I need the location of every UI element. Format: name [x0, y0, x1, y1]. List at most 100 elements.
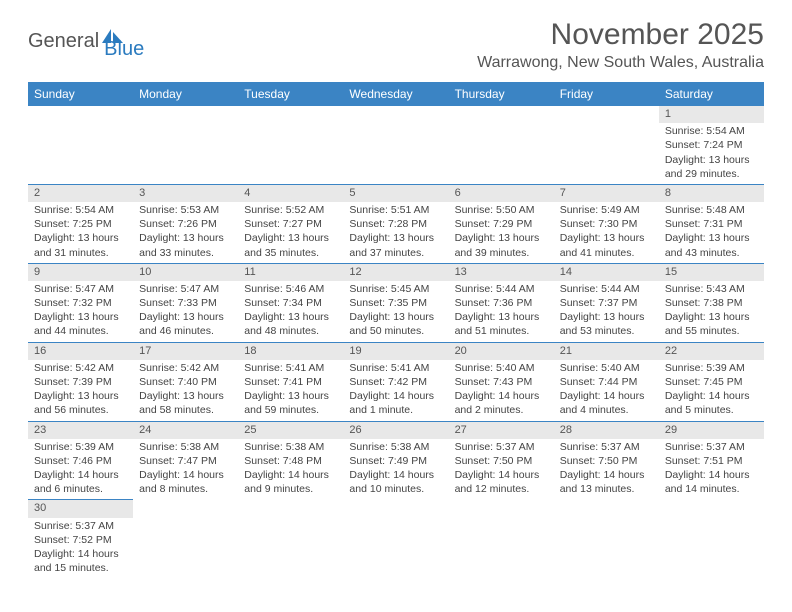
day-details: Sunrise: 5:49 AMSunset: 7:30 PMDaylight:… [554, 202, 659, 263]
sunset-line: Sunset: 7:32 PM [34, 296, 127, 310]
day-details: Sunrise: 5:51 AMSunset: 7:28 PMDaylight:… [343, 202, 448, 263]
sunrise-line: Sunrise: 5:53 AM [139, 203, 232, 217]
day-details: Sunrise: 5:54 AMSunset: 7:24 PMDaylight:… [659, 123, 764, 184]
day-cell: 17Sunrise: 5:42 AMSunset: 7:40 PMDayligh… [133, 342, 238, 421]
day-number: 9 [28, 264, 133, 281]
col-wednesday: Wednesday [343, 82, 448, 106]
day-number: 17 [133, 343, 238, 360]
logo-text-2: Blue [104, 38, 144, 61]
day-cell: 26Sunrise: 5:38 AMSunset: 7:49 PMDayligh… [343, 421, 448, 500]
sunset-line: Sunset: 7:25 PM [34, 217, 127, 231]
sunrise-line: Sunrise: 5:44 AM [560, 282, 653, 296]
day-number: 14 [554, 264, 659, 281]
day-cell: 9Sunrise: 5:47 AMSunset: 7:32 PMDaylight… [28, 263, 133, 342]
day-cell [554, 106, 659, 184]
day-number: 20 [449, 343, 554, 360]
week-row: 23Sunrise: 5:39 AMSunset: 7:46 PMDayligh… [28, 421, 764, 500]
sunrise-line: Sunrise: 5:47 AM [34, 282, 127, 296]
day-details: Sunrise: 5:48 AMSunset: 7:31 PMDaylight:… [659, 202, 764, 263]
daylight-line: Daylight: 13 hours and 59 minutes. [244, 389, 337, 417]
sunrise-line: Sunrise: 5:54 AM [665, 124, 758, 138]
sunset-line: Sunset: 7:36 PM [455, 296, 548, 310]
day-cell: 16Sunrise: 5:42 AMSunset: 7:39 PMDayligh… [28, 342, 133, 421]
day-details: Sunrise: 5:38 AMSunset: 7:47 PMDaylight:… [133, 439, 238, 500]
day-cell [238, 106, 343, 184]
day-cell [343, 500, 448, 578]
day-details: Sunrise: 5:37 AMSunset: 7:52 PMDaylight:… [28, 518, 133, 579]
day-number: 16 [28, 343, 133, 360]
week-row: 16Sunrise: 5:42 AMSunset: 7:39 PMDayligh… [28, 342, 764, 421]
day-details: Sunrise: 5:52 AMSunset: 7:27 PMDaylight:… [238, 202, 343, 263]
sunset-line: Sunset: 7:26 PM [139, 217, 232, 231]
sunset-line: Sunset: 7:34 PM [244, 296, 337, 310]
sunrise-line: Sunrise: 5:37 AM [455, 440, 548, 454]
daylight-line: Daylight: 14 hours and 9 minutes. [244, 468, 337, 496]
day-cell [133, 106, 238, 184]
sunset-line: Sunset: 7:50 PM [455, 454, 548, 468]
day-number: 3 [133, 185, 238, 202]
day-cell: 3Sunrise: 5:53 AMSunset: 7:26 PMDaylight… [133, 184, 238, 263]
logo: General Blue [28, 22, 144, 61]
sunset-line: Sunset: 7:33 PM [139, 296, 232, 310]
day-cell: 7Sunrise: 5:49 AMSunset: 7:30 PMDaylight… [554, 184, 659, 263]
sunrise-line: Sunrise: 5:46 AM [244, 282, 337, 296]
daylight-line: Daylight: 13 hours and 53 minutes. [560, 310, 653, 338]
day-details: Sunrise: 5:37 AMSunset: 7:51 PMDaylight:… [659, 439, 764, 500]
day-number: 25 [238, 422, 343, 439]
sunrise-line: Sunrise: 5:43 AM [665, 282, 758, 296]
header: General Blue November 2025 Warrawong, Ne… [28, 18, 764, 72]
day-number: 30 [28, 500, 133, 517]
day-details: Sunrise: 5:54 AMSunset: 7:25 PMDaylight:… [28, 202, 133, 263]
day-cell: 13Sunrise: 5:44 AMSunset: 7:36 PMDayligh… [449, 263, 554, 342]
day-cell [28, 106, 133, 184]
day-cell: 19Sunrise: 5:41 AMSunset: 7:42 PMDayligh… [343, 342, 448, 421]
location: Warrawong, New South Wales, Australia [477, 54, 764, 72]
day-cell: 12Sunrise: 5:45 AMSunset: 7:35 PMDayligh… [343, 263, 448, 342]
day-number: 19 [343, 343, 448, 360]
calendar-table: Sunday Monday Tuesday Wednesday Thursday… [28, 82, 764, 578]
day-details: Sunrise: 5:46 AMSunset: 7:34 PMDaylight:… [238, 281, 343, 342]
sunrise-line: Sunrise: 5:38 AM [244, 440, 337, 454]
day-cell: 15Sunrise: 5:43 AMSunset: 7:38 PMDayligh… [659, 263, 764, 342]
day-number: 28 [554, 422, 659, 439]
day-cell: 8Sunrise: 5:48 AMSunset: 7:31 PMDaylight… [659, 184, 764, 263]
daylight-line: Daylight: 13 hours and 31 minutes. [34, 231, 127, 259]
daylight-line: Daylight: 13 hours and 56 minutes. [34, 389, 127, 417]
sunset-line: Sunset: 7:45 PM [665, 375, 758, 389]
col-tuesday: Tuesday [238, 82, 343, 106]
daylight-line: Daylight: 14 hours and 1 minute. [349, 389, 442, 417]
daylight-line: Daylight: 14 hours and 6 minutes. [34, 468, 127, 496]
daylight-line: Daylight: 14 hours and 15 minutes. [34, 547, 127, 575]
sunset-line: Sunset: 7:43 PM [455, 375, 548, 389]
day-number: 23 [28, 422, 133, 439]
col-friday: Friday [554, 82, 659, 106]
col-thursday: Thursday [449, 82, 554, 106]
day-details: Sunrise: 5:37 AMSunset: 7:50 PMDaylight:… [554, 439, 659, 500]
day-number: 8 [659, 185, 764, 202]
daylight-line: Daylight: 14 hours and 13 minutes. [560, 468, 653, 496]
sunrise-line: Sunrise: 5:42 AM [139, 361, 232, 375]
sunset-line: Sunset: 7:28 PM [349, 217, 442, 231]
sunrise-line: Sunrise: 5:39 AM [665, 361, 758, 375]
daylight-line: Daylight: 14 hours and 14 minutes. [665, 468, 758, 496]
day-cell [343, 106, 448, 184]
day-details: Sunrise: 5:43 AMSunset: 7:38 PMDaylight:… [659, 281, 764, 342]
day-number: 29 [659, 422, 764, 439]
sunset-line: Sunset: 7:40 PM [139, 375, 232, 389]
sunrise-line: Sunrise: 5:37 AM [34, 519, 127, 533]
sunset-line: Sunset: 7:48 PM [244, 454, 337, 468]
day-cell: 6Sunrise: 5:50 AMSunset: 7:29 PMDaylight… [449, 184, 554, 263]
sunrise-line: Sunrise: 5:54 AM [34, 203, 127, 217]
day-cell: 21Sunrise: 5:40 AMSunset: 7:44 PMDayligh… [554, 342, 659, 421]
day-details: Sunrise: 5:39 AMSunset: 7:45 PMDaylight:… [659, 360, 764, 421]
daylight-line: Daylight: 13 hours and 55 minutes. [665, 310, 758, 338]
day-cell: 2Sunrise: 5:54 AMSunset: 7:25 PMDaylight… [28, 184, 133, 263]
day-details: Sunrise: 5:40 AMSunset: 7:44 PMDaylight:… [554, 360, 659, 421]
day-details: Sunrise: 5:53 AMSunset: 7:26 PMDaylight:… [133, 202, 238, 263]
sunset-line: Sunset: 7:30 PM [560, 217, 653, 231]
col-monday: Monday [133, 82, 238, 106]
sunrise-line: Sunrise: 5:37 AM [665, 440, 758, 454]
daylight-line: Daylight: 13 hours and 41 minutes. [560, 231, 653, 259]
day-details: Sunrise: 5:41 AMSunset: 7:42 PMDaylight:… [343, 360, 448, 421]
day-cell: 30Sunrise: 5:37 AMSunset: 7:52 PMDayligh… [28, 500, 133, 578]
